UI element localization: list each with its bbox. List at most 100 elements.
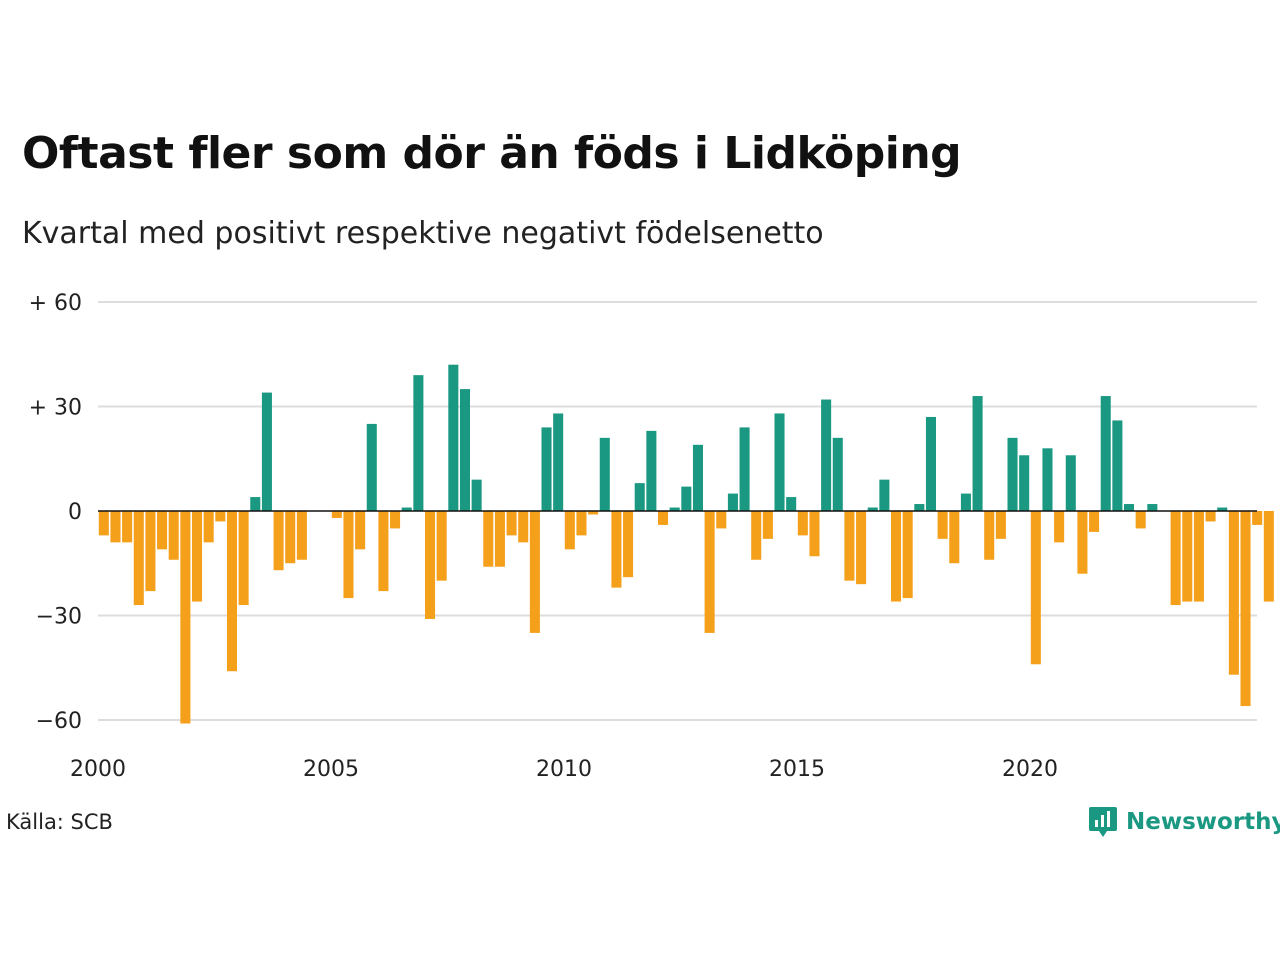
bar [273,511,284,571]
bar [1263,511,1274,602]
bar [995,511,1006,539]
bar [1042,448,1053,511]
bar [1252,511,1263,525]
bar [390,511,401,529]
bar [180,511,191,724]
bar [564,511,575,550]
bar [891,511,902,602]
bar [856,511,867,585]
gridlines [98,301,1257,721]
y-tick-label: + 30 [29,396,82,421]
bar [448,364,459,511]
bar [483,511,494,567]
bar [786,497,797,511]
bar [739,427,750,511]
bar [960,493,971,511]
bar [832,437,843,511]
y-tick-labels: + 60 + 30 0 −30 −60 [29,291,82,734]
bar [518,511,529,543]
bar [366,423,377,511]
bar [692,444,703,511]
bar [1030,511,1041,665]
x-tick-label: 2010 [536,757,592,782]
bar [914,504,925,511]
bar [599,437,610,511]
bar [378,511,389,592]
bar [192,511,203,602]
bar [1019,455,1030,511]
chart-title: Oftast fler som dör än föds i Lidköping [22,128,962,179]
bar [145,511,156,592]
newsworthy-logo: Newsworthy [1088,804,1280,840]
bar [588,511,599,515]
x-tick-labels: 2000 2005 2010 2015 2020 [70,757,1058,782]
bar [541,427,552,511]
bar [1077,511,1088,574]
bar [704,511,715,633]
bar [425,511,436,619]
bar [1065,455,1076,511]
bar [413,375,424,511]
bar [553,413,564,511]
x-tick-label: 2005 [303,757,359,782]
bar [879,479,890,511]
y-tick-label: −60 [36,709,82,734]
bar [751,511,762,560]
bar [937,511,948,539]
bar [844,511,855,581]
bar [343,511,354,599]
bar [902,511,913,599]
bar [285,511,296,564]
bars [98,364,1274,724]
bar [296,511,307,560]
source-note: Källa: SCB [6,810,113,834]
bar [669,507,680,511]
bar [809,511,820,557]
bar [1112,420,1123,511]
bar [133,511,144,606]
bar [401,507,412,511]
bar [634,483,645,511]
bar [658,511,669,525]
bar [250,497,261,511]
x-tick-label: 2020 [1002,757,1058,782]
bar [261,392,272,511]
bar [681,486,692,511]
x-tick-label: 2000 [70,757,126,782]
bar [1007,437,1018,511]
bar [471,479,482,511]
bar [494,511,505,567]
bar [215,511,226,522]
bar [1205,511,1216,522]
bar [576,511,587,536]
bar [762,511,773,539]
bar [157,511,168,550]
bar [623,511,634,578]
bar [529,511,540,633]
y-tick-label: + 60 [29,291,82,316]
chart-subtitle: Kvartal med positivt respektive negativt… [22,216,824,251]
bar [226,511,237,672]
bar [122,511,133,543]
bar [797,511,808,536]
bar [1170,511,1181,606]
bar [203,511,214,543]
bar [1182,511,1193,602]
bar [1124,504,1135,511]
bar [972,396,983,511]
bar [821,399,832,511]
x-tick-label: 2015 [769,757,825,782]
y-tick-label: 0 [68,500,82,525]
bar [506,511,517,536]
bar [168,511,179,560]
bar [774,413,785,511]
bar [949,511,960,564]
bar [611,511,622,588]
bar [646,430,657,511]
bar [727,493,738,511]
bar [1217,507,1228,511]
bar [98,511,109,536]
bar [459,389,470,511]
bar [984,511,995,560]
